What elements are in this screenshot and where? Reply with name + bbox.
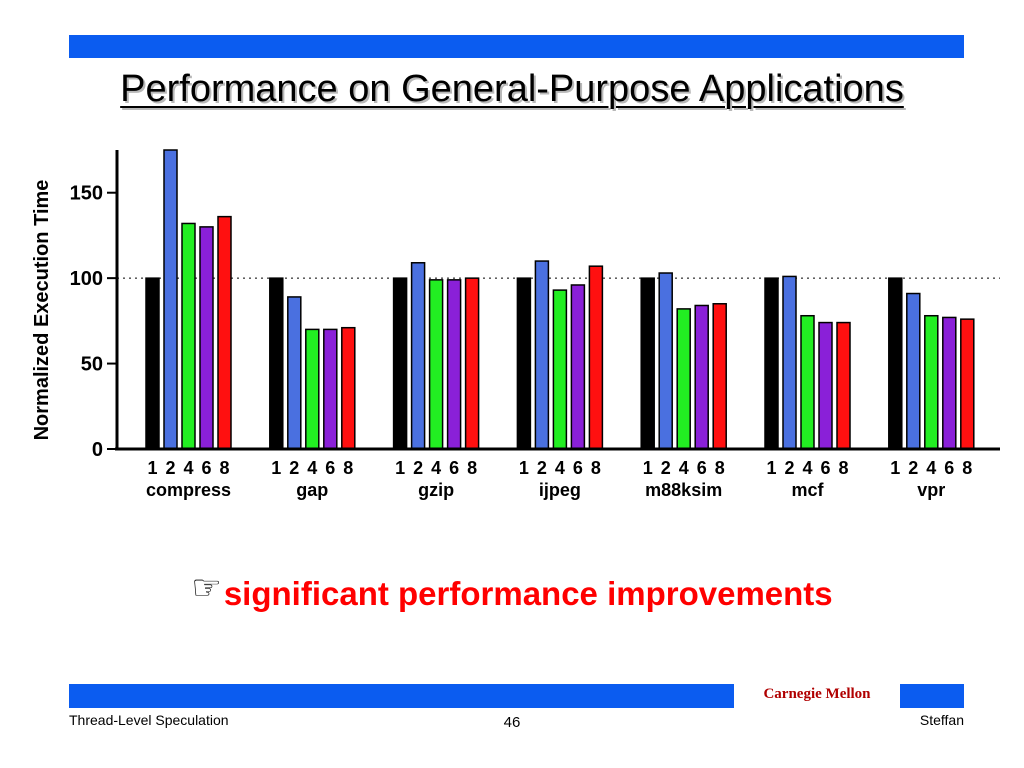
x-tick-label: 4 [431, 458, 441, 478]
category-label: gap [296, 480, 328, 500]
bar-vpr-2 [906, 292, 921, 450]
x-tick-label: 4 [307, 458, 317, 478]
bar-vpr-4 [924, 314, 939, 450]
x-tick-label: 2 [289, 458, 299, 478]
x-tick-label: 4 [555, 458, 565, 478]
x-tick-label: 1 [519, 458, 529, 478]
callout-text: significant performance improvements [223, 575, 833, 612]
bar-m88ksim-8 [712, 303, 727, 450]
bar-gap-2 [287, 296, 302, 450]
bar-m88ksim-2 [658, 272, 673, 450]
x-tick-label: 6 [820, 458, 830, 478]
bar-ijpeg-2 [534, 260, 550, 450]
page-number: 46 [503, 714, 521, 731]
footer-right: Steffan [919, 712, 964, 728]
x-tick-label: 8 [219, 458, 229, 478]
y-tick-label: 100 [70, 268, 103, 290]
pointing-hand-icon: ☞ [191, 569, 222, 607]
x-tick-label: 8 [838, 458, 848, 478]
category-label: m88ksim [645, 480, 722, 500]
bar-compress-2 [163, 149, 178, 450]
x-tick-label: 8 [591, 458, 601, 478]
bar-m88ksim-4 [676, 308, 691, 450]
bar-ijpeg-4 [552, 289, 568, 450]
bar-gzip-8 [464, 277, 480, 450]
x-tick-label: 2 [537, 458, 547, 478]
x-tick-label: 1 [395, 458, 405, 478]
bar-compress-1 [145, 277, 160, 450]
x-tick-label: 6 [697, 458, 707, 478]
x-tick-label: 2 [784, 458, 794, 478]
top-banner [69, 35, 964, 58]
x-tick-label: 8 [467, 458, 477, 478]
bar-gap-6 [323, 328, 338, 450]
y-tick-label: 50 [81, 354, 103, 376]
x-tick-label: 4 [926, 458, 936, 478]
slide-title: Performance on General-Purpose Applicati… [120, 68, 904, 110]
x-tick-label: 8 [962, 458, 972, 478]
x-tick-label: 8 [715, 458, 725, 478]
category-label: gzip [418, 480, 454, 500]
x-tick-label: 1 [643, 458, 653, 478]
bar-compress-4 [181, 222, 196, 450]
bar-m88ksim-6 [694, 304, 709, 450]
x-tick-label: 6 [449, 458, 459, 478]
category-label: mcf [791, 480, 824, 500]
x-tick-label: 8 [343, 458, 353, 478]
bar-m88ksim-1 [640, 277, 655, 450]
bar-ijpeg-6 [570, 284, 586, 450]
x-tick-label: 6 [573, 458, 583, 478]
bar-gap-1 [269, 277, 284, 450]
bar-gzip-2 [410, 262, 426, 450]
x-tick-label: 2 [908, 458, 918, 478]
x-tick-label: 6 [944, 458, 954, 478]
bar-mcf-2 [782, 275, 797, 450]
x-tick-label: 1 [890, 458, 900, 478]
bar-gzip-1 [392, 277, 408, 450]
logo-box: Carnegie Mellon [734, 679, 900, 709]
category-label: vpr [917, 480, 945, 500]
bar-gzip-4 [428, 279, 444, 450]
x-tick-label: 2 [661, 458, 671, 478]
category-label: ijpeg [539, 480, 581, 500]
x-tick-label: 4 [183, 458, 193, 478]
category-label: compress [146, 480, 231, 500]
bar-vpr-6 [942, 316, 957, 450]
bar-chart: Normalized Execution Time 1 2 4 6 8compress1… [31, 149, 1000, 500]
x-tick-label: 6 [201, 458, 211, 478]
bar-compress-6 [199, 226, 214, 450]
bar-ijpeg-8 [588, 265, 604, 450]
bar-gzip-6 [446, 279, 462, 450]
bar-vpr-8 [960, 318, 975, 450]
x-tick-label: 2 [165, 458, 175, 478]
bar-vpr-1 [888, 277, 903, 450]
bar-mcf-4 [800, 314, 815, 450]
bar-mcf-8 [836, 321, 851, 450]
bar-gap-4 [305, 328, 320, 450]
bar-mcf-1 [764, 277, 779, 450]
bar-compress-8 [217, 215, 232, 450]
bar-ijpeg-1 [516, 277, 532, 450]
x-tick-label: 1 [147, 458, 157, 478]
x-tick-label: 6 [325, 458, 335, 478]
x-tick-label: 2 [413, 458, 423, 478]
y-tick-label: 150 [70, 183, 103, 205]
x-tick-label: 4 [679, 458, 689, 478]
callout: ☞significant performance improvements [0, 568, 1024, 613]
x-tick-label: 1 [271, 458, 281, 478]
y-axis-label: Normalized Execution Time [31, 180, 53, 441]
carnegie-mellon-logo: Carnegie Mellon [763, 685, 871, 702]
bar-mcf-6 [818, 321, 833, 450]
x-tick-label: 4 [802, 458, 812, 478]
y-tick-label: 0 [92, 439, 103, 461]
bar-gap-8 [341, 326, 356, 450]
x-tick-label: 1 [766, 458, 776, 478]
footer-left: Thread-Level Speculation [69, 712, 229, 728]
